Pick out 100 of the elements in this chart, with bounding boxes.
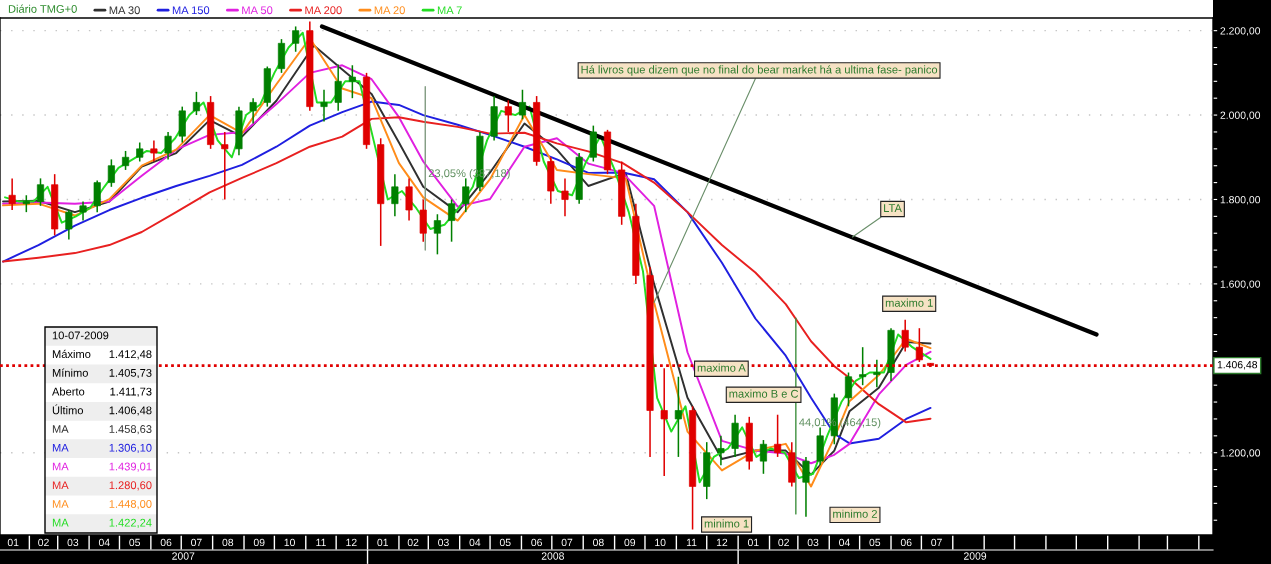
candlestick [334, 63, 342, 112]
candlestick [859, 346, 867, 386]
legend-label: MA 30 [109, 6, 140, 15]
x-tick-label: 06 [900, 538, 912, 547]
candlestick [8, 177, 16, 211]
x-tick-label: 03 [67, 538, 79, 547]
legend-label: MA 50 [242, 6, 273, 15]
x2-tick-label: 2009 [964, 552, 987, 560]
annotation: LTA [884, 204, 902, 212]
x-tick-label: 10 [655, 538, 666, 547]
candlestick [873, 359, 881, 389]
annotation: MA [52, 481, 69, 490]
candlestick [36, 177, 45, 207]
x-tick-label: 07 [931, 538, 942, 547]
x-tick-label: 12 [346, 538, 357, 547]
candlestick [844, 371, 853, 408]
annotation: MA [52, 518, 69, 527]
annotation: maximo A [697, 363, 746, 372]
candlestick [192, 91, 200, 116]
annotation: maximo B e C [729, 389, 799, 398]
x-tick-label: 11 [686, 538, 697, 547]
x-tick-label: 09 [253, 538, 265, 547]
annotation: MA [52, 500, 69, 508]
x-tick-label: 03 [807, 538, 819, 547]
candlestick [164, 131, 172, 161]
candlestick [518, 88, 526, 121]
annotation: 1.422,24 [109, 518, 152, 528]
x-tick-label: 02 [38, 538, 49, 547]
annotation: 1.411,73 [110, 387, 152, 397]
candlestick [122, 150, 130, 171]
x-tick-label: 12 [716, 538, 728, 547]
x-tick-label: 08 [222, 538, 234, 547]
candlestick [674, 375, 682, 458]
candlestick [249, 97, 257, 125]
candlestick [292, 25, 300, 53]
candlestick [759, 439, 767, 475]
candlestick [802, 456, 810, 518]
candlestick [448, 198, 456, 243]
annotation: Aberto [52, 387, 85, 396]
annotation: MA [52, 462, 69, 471]
x-tick-label: 10 [284, 538, 295, 547]
legend-label: MA 200 [305, 6, 342, 15]
x-tick-label: 06 [160, 538, 172, 547]
annotation: 1.280,60 [109, 481, 152, 491]
annotation: 1.406,48 [109, 406, 152, 416]
y-tick-label: 1.800,00 [1220, 195, 1261, 205]
x-tick-label: 09 [624, 538, 636, 547]
candlestick [79, 200, 87, 222]
x-tick-label: 06 [531, 538, 542, 547]
y-tick-label: 2.200,00 [1220, 27, 1261, 36]
candlestick [660, 367, 668, 477]
x-tick-label: 03 [438, 538, 449, 547]
x-tick-label: 05 [869, 538, 881, 547]
candlestick [561, 177, 569, 218]
candlestick [136, 141, 144, 163]
x-tick-label: 05 [499, 538, 511, 547]
annotation: 10-07-2009 [52, 331, 109, 340]
x-tick-label: 02 [407, 538, 419, 547]
candlestick [391, 173, 399, 218]
x-tick-label: 07 [191, 538, 202, 547]
candlestick [462, 177, 470, 213]
annotation: 1.439,01 [109, 462, 152, 472]
candlestick [433, 213, 441, 256]
y-tick-label: 2.000,00 [1220, 111, 1261, 121]
annotation: 1.405,73 [109, 368, 152, 379]
x-tick-label: 05 [129, 538, 141, 547]
annotation: 1.412,48 [109, 350, 152, 360]
annotation: maximo 1 [885, 298, 933, 307]
ref-line-label: 1.406,48 [1217, 360, 1258, 370]
candlestick [320, 88, 328, 123]
candlestick [150, 139, 158, 163]
legend-label: MA 20 [374, 6, 405, 15]
chart-title: Diário TMG+0 [8, 4, 77, 13]
x-tick-label: 04 [839, 538, 850, 547]
x-tick-label: 02 [778, 538, 789, 547]
annotation: 1.458,63 [109, 425, 152, 435]
y-tick-label: 1.200,00 [1220, 449, 1261, 458]
x-tick-label: 01 [377, 538, 389, 547]
candlestick [93, 179, 101, 213]
x2-tick-label: 2007 [172, 552, 195, 560]
candlestick [915, 327, 923, 363]
annotation: 1.306,10 [109, 443, 152, 454]
legend-label: MA 7 [437, 6, 462, 15]
candlestick [405, 177, 413, 222]
candlestick [107, 158, 115, 188]
candlestick [419, 198, 427, 243]
candlestick [901, 318, 909, 353]
x-tick-label: 11 [316, 538, 326, 547]
candlestick [504, 99, 512, 133]
annotation: 1.448,00 [109, 500, 152, 510]
x2-tick-label: 2008 [541, 552, 564, 560]
candlestick [774, 413, 782, 458]
x-tick-label: 01 [747, 538, 759, 547]
x-tick-label: 04 [469, 538, 481, 547]
annotation: minimo 2 [833, 509, 877, 518]
candlestick [221, 131, 229, 201]
annotation: MA [52, 443, 69, 452]
x-tick-label: 01 [7, 538, 19, 547]
candlestick [348, 64, 356, 99]
candlestick [717, 435, 725, 467]
